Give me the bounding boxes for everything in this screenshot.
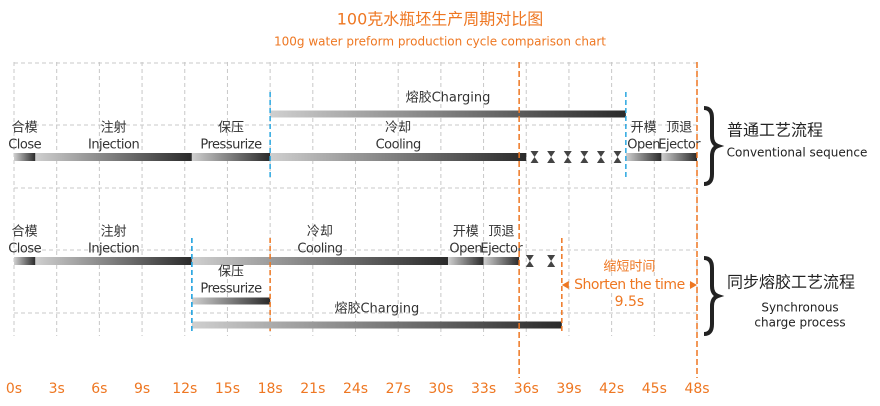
task-bar — [625, 153, 662, 161]
task-bar — [661, 153, 697, 161]
x-tick-label: 21s — [300, 381, 325, 397]
row-description: charge process — [754, 316, 845, 330]
annotation-title: 缩短时间 — [603, 259, 655, 275]
x-tick-label: 27s — [386, 381, 411, 397]
x-tick-label: 0s — [6, 381, 22, 397]
task-label-cn: 保压 — [218, 121, 244, 136]
task-bar — [35, 153, 192, 161]
x-tick-label: 12s — [172, 381, 197, 397]
x-tick-label: 39s — [556, 381, 581, 397]
row-description: Conventional sequence — [727, 146, 868, 160]
hourglass-icon — [547, 255, 556, 267]
brace — [703, 106, 725, 186]
x-tick-label: 45s — [642, 381, 667, 397]
annotation-bg — [569, 277, 690, 293]
x-tick-label: 15s — [215, 381, 240, 397]
task-bar — [270, 153, 527, 161]
hourglass-icon — [525, 255, 534, 267]
row-description: Synchronous — [761, 301, 838, 315]
task-label-cn: 合模 — [12, 225, 38, 240]
task-label-en: Ejector — [658, 138, 701, 153]
task-bar — [14, 153, 36, 161]
hourglass-icon — [547, 151, 556, 163]
wait-period — [530, 151, 622, 163]
task-bar — [35, 257, 192, 265]
row-name: 普通工艺流程 — [727, 121, 823, 140]
task-label-cn: 冷却 — [307, 225, 333, 240]
task-bar — [270, 110, 626, 118]
task-bar — [447, 257, 484, 265]
task-bar — [191, 297, 271, 305]
x-tick-label: 30s — [428, 381, 453, 397]
x-tick-label: 48s — [684, 381, 709, 397]
task-bar — [191, 321, 562, 329]
x-tick-label: 3s — [49, 381, 65, 397]
task-label-en: Close — [8, 242, 41, 257]
task-bar — [191, 257, 448, 265]
annotation-value: 9.5s — [615, 294, 645, 310]
x-tick-label: 33s — [471, 381, 496, 397]
hourglass-icon — [613, 151, 622, 163]
wait-period — [525, 255, 556, 267]
x-tick-label: 6s — [91, 381, 107, 397]
task-label-cn: 合模 — [12, 121, 38, 136]
task-label-cn: 冷却 — [385, 121, 411, 136]
task-label-en: Pressurize — [200, 138, 262, 153]
x-tick-label: 24s — [343, 381, 368, 397]
x-tick-label: 42s — [599, 381, 624, 397]
hourglass-icon — [530, 151, 539, 163]
task-label-cn: 顶退 — [488, 225, 514, 240]
hourglass-icon — [563, 151, 572, 163]
hourglass-icon — [580, 151, 589, 163]
task-label-cn: 保压 — [218, 265, 244, 280]
x-tick-label: 36s — [514, 381, 539, 397]
task-label: 熔胶Charging — [406, 90, 491, 106]
row-name: 同步熔胶工艺流程 — [727, 273, 855, 292]
task-label-cn: 开模 — [453, 225, 479, 240]
task-label-en: Cooling — [376, 138, 421, 153]
task-bar — [191, 153, 271, 161]
task-label-cn: 注射 — [101, 224, 127, 240]
task-label-en: Close — [8, 138, 41, 153]
brace — [703, 256, 725, 336]
task-label-en: Cooling — [297, 242, 342, 257]
hourglass-icon — [596, 151, 605, 163]
task-label-cn: 开模 — [631, 121, 657, 136]
chart-title: 100克水瓶坯生产周期对比图 — [337, 10, 544, 29]
task-label-en: Ejector — [480, 242, 523, 257]
annotation-text: Shorten the time — [574, 277, 685, 293]
task-label-en: Injection — [88, 138, 139, 153]
chart-subtitle: 100g water preform production cycle comp… — [274, 35, 606, 49]
task-label-en: Open — [449, 242, 482, 257]
task-bar — [483, 257, 520, 265]
task-bar — [14, 257, 36, 265]
task-label-en: Open — [627, 138, 660, 153]
task-label: 熔胶Charging — [334, 301, 419, 317]
task-label-en: Injection — [88, 242, 139, 257]
x-tick-label: 18s — [258, 381, 283, 397]
task-label-en: Pressurize — [200, 282, 262, 297]
task-label-cn: 顶退 — [666, 121, 692, 136]
task-label-cn: 注射 — [101, 120, 127, 136]
x-tick-label: 9s — [134, 381, 150, 397]
